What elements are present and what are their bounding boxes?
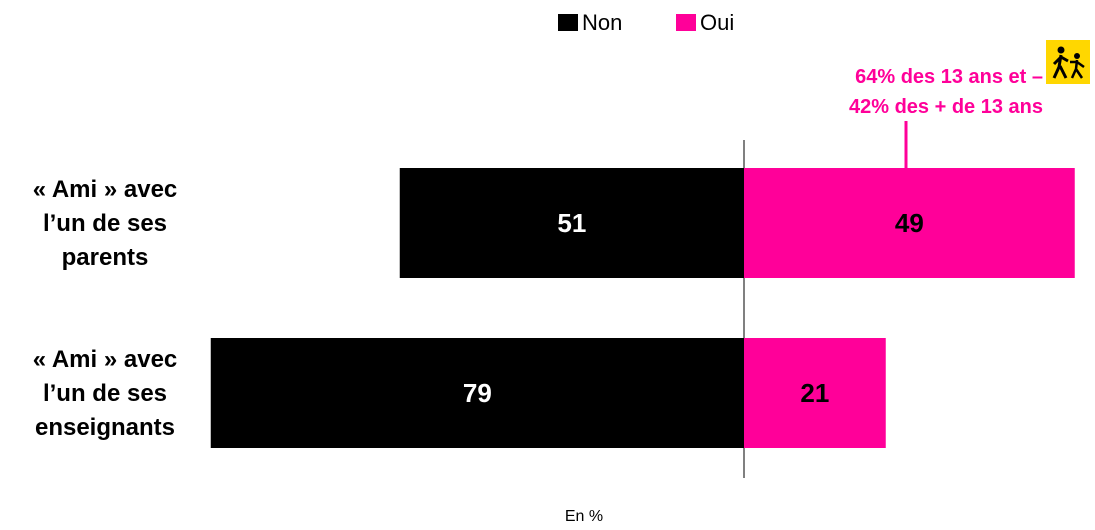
legend-swatch [558, 14, 578, 31]
icon [1046, 40, 1090, 84]
category-label: « Ami » avec l’un de ses enseignants [32, 346, 178, 441]
legend-label: Non [582, 10, 622, 35]
legend-label: Oui [700, 10, 734, 35]
bar [399, 168, 744, 278]
bar [744, 338, 886, 448]
value-label: 21 [800, 378, 829, 408]
legend-swatch [676, 14, 696, 31]
bar [210, 338, 744, 448]
bar [744, 168, 1075, 278]
category-label: « Ami » avec l’un de ses parents [32, 176, 178, 271]
value-label: 49 [895, 208, 924, 238]
footnote: En % [564, 508, 604, 525]
annotation: 64% des 13 ans et – 42% des + de 13 ans [848, 66, 1043, 118]
value-label: 79 [463, 378, 492, 408]
value-label: 51 [557, 208, 586, 238]
